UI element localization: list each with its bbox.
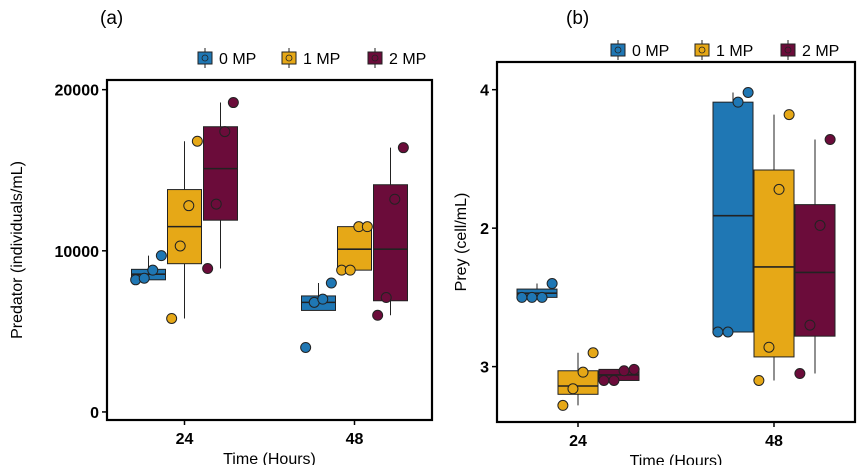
y-tick-label: 4	[480, 83, 489, 100]
box-1-mp	[753, 169, 795, 358]
data-point	[712, 326, 724, 338]
data-point	[783, 109, 795, 121]
data-point	[526, 291, 538, 303]
legend-label: 1 MP	[303, 51, 340, 68]
x-tick-label: 24	[176, 431, 194, 448]
panel-a: (a) 0 10000 20000 24 48 Time (Hours) Predator (…	[9, 8, 434, 465]
legend-item: 0 MP	[610, 40, 669, 60]
y-tick-label: 0	[90, 405, 99, 422]
x-tick-label: 48	[346, 431, 364, 448]
data-point	[516, 291, 528, 303]
data-point	[210, 198, 222, 210]
y-tick-label: 3	[480, 360, 489, 377]
data-point	[804, 319, 816, 331]
y-axis-label: Prey (cell/mL)	[453, 193, 470, 292]
data-point	[372, 309, 384, 321]
data-point	[174, 240, 186, 252]
data-point	[325, 277, 337, 289]
legend-key-point	[784, 46, 792, 54]
legend-key-point	[201, 54, 209, 62]
data-point	[763, 341, 775, 353]
data-point	[587, 347, 599, 359]
data-point	[155, 250, 167, 262]
data-point	[742, 86, 754, 98]
data-point	[608, 374, 620, 386]
data-point	[380, 292, 392, 304]
data-point	[753, 374, 765, 386]
data-point	[722, 326, 734, 338]
x-axis-label: Time (Hours)	[630, 453, 723, 465]
data-point	[147, 264, 159, 276]
data-point	[794, 368, 806, 380]
panel-label: (a)	[100, 8, 123, 29]
data-point	[598, 374, 610, 386]
y-tick-label: 2	[480, 221, 489, 238]
legend-item: 1 MP	[281, 48, 340, 68]
y-axis-label: Predator (individuals/mL)	[9, 161, 26, 339]
data-point	[389, 193, 401, 205]
data-point	[618, 365, 630, 377]
data-point	[317, 293, 329, 305]
data-point	[732, 96, 744, 108]
data-point	[567, 383, 579, 395]
data-point	[814, 219, 826, 231]
legend-label: 0 MP	[632, 43, 669, 60]
legend-item: 0 MP	[197, 48, 256, 68]
x-tick-label: 48	[765, 433, 783, 450]
data-point	[202, 263, 214, 275]
legend-item: 2 MP	[367, 48, 426, 68]
legend-key-point	[698, 46, 706, 54]
plot-frame	[495, 60, 857, 424]
data-point	[219, 126, 231, 138]
x-axis-label: Time (Hours)	[223, 451, 316, 465]
legend-label: 1 MP	[716, 43, 753, 60]
x-tick-label: 24	[569, 433, 587, 450]
data-point	[557, 399, 569, 411]
legend-item: 1 MP	[694, 40, 753, 60]
data-point	[773, 183, 785, 195]
data-point	[300, 341, 312, 353]
legend-item: 2 MP	[780, 40, 839, 60]
y-tick-label: 20000	[55, 83, 100, 100]
legend-key-point	[614, 46, 622, 54]
legend-key-point	[371, 54, 379, 62]
legend-label: 2 MP	[802, 43, 839, 60]
data-point	[191, 135, 203, 147]
data-point	[138, 272, 150, 284]
data-point	[546, 278, 558, 290]
data-point	[397, 142, 409, 154]
legend-key-point	[285, 54, 293, 62]
box-2-mp	[373, 184, 408, 302]
data-point	[536, 291, 548, 303]
box-0-mp	[712, 101, 754, 333]
legend-label: 0 MP	[219, 51, 256, 68]
data-point	[166, 312, 178, 324]
data-point	[824, 134, 836, 146]
data-point	[628, 363, 640, 375]
data-point	[577, 366, 589, 378]
data-point	[183, 200, 195, 212]
data-point	[344, 264, 356, 276]
panel-label: (b)	[566, 8, 589, 29]
box-1-mp	[337, 226, 372, 271]
legend-label: 2 MP	[389, 51, 426, 68]
y-tick-label: 10000	[55, 244, 100, 261]
plot-frame	[105, 78, 434, 422]
data-point	[227, 97, 239, 109]
data-point	[361, 221, 373, 233]
